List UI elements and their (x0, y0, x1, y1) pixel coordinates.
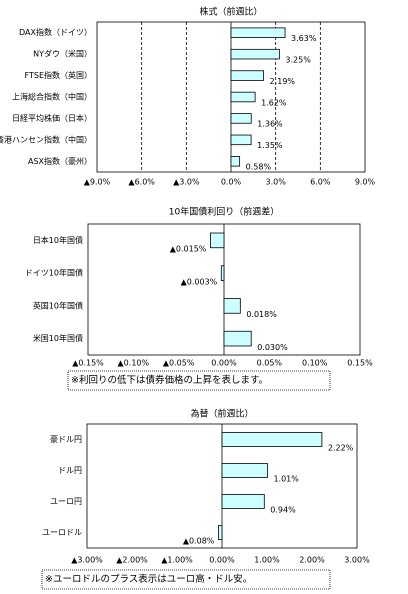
value-label: 0.018% (246, 310, 277, 319)
value-label: ▲0.015% (170, 245, 207, 254)
x-tick-label: ▲1.00% (161, 556, 193, 565)
x-tick-label: ▲0.15% (72, 359, 104, 368)
chart-title: 株式（前週比） (199, 6, 262, 18)
value-label: 2.22% (328, 443, 354, 452)
x-tick-label: 0.10% (302, 359, 328, 368)
value-label: 1.36% (257, 120, 283, 129)
x-tick-label: 0.15% (347, 359, 373, 368)
category-label: 英国10年国債 (33, 300, 83, 310)
x-tick-label: ▲9.0% (84, 178, 111, 187)
category-label: 日本10年国債 (33, 235, 83, 245)
x-tick-label: 3.0% (266, 178, 287, 187)
value-label: 3.63% (291, 34, 317, 43)
x-tick-label: ▲2.00% (116, 556, 148, 565)
chart-title: 10年国債利回り（前週差） (169, 206, 279, 218)
category-label: ドル円 (58, 466, 82, 475)
bar (230, 134, 252, 146)
bar (230, 156, 241, 167)
bar (230, 70, 265, 81)
bar (221, 432, 323, 447)
bar (221, 494, 265, 509)
category-label: ユーロドル (42, 528, 82, 537)
x-tick-label: 2.00% (299, 556, 325, 565)
x-tick-label: 6.0% (310, 178, 331, 187)
x-tick-label: 9.0% (355, 178, 376, 187)
category-label: 日経平均株価（日本） (12, 113, 92, 123)
x-tick-label: 1.00% (254, 556, 280, 565)
value-label: ▲0.08% (183, 536, 215, 545)
bar (223, 298, 241, 314)
bar (230, 27, 286, 38)
note: ※利回りの低下は債券価格の上昇を表します。 (71, 374, 268, 386)
x-tick-label: ▲6.0% (128, 178, 155, 187)
bar (220, 265, 225, 281)
category-label: 米国10年国債 (33, 333, 83, 343)
category-label: FTSE指数（英国） (25, 70, 92, 80)
value-label: ▲0.003% (181, 277, 218, 286)
value-label: 0.94% (270, 505, 296, 514)
x-tick-label: ▲3.00% (71, 556, 103, 565)
bar (217, 525, 223, 540)
x-tick-label: ▲0.05% (163, 359, 195, 368)
x-tick-label: ▲0.10% (118, 359, 150, 368)
value-label: 3.25% (285, 55, 311, 64)
category-label: 上海総合指数（中国） (12, 92, 92, 102)
x-tick-label: 0.00% (209, 556, 235, 565)
note-box (41, 569, 331, 590)
category-label: 香港ハンセン指数（中国） (0, 134, 92, 144)
category-label: ユーロ円 (50, 497, 82, 506)
bar (209, 232, 225, 249)
x-tick-label: 0.05% (257, 359, 283, 368)
bar (223, 330, 252, 347)
category-label: NYダウ（米国） (33, 49, 92, 59)
value-label: 0.030% (257, 343, 288, 352)
value-label: 0.58% (246, 163, 272, 172)
value-label: 2.19% (270, 77, 296, 86)
category-label: DAX指数（ドイツ） (19, 27, 92, 37)
x-tick-label: ▲3.0% (173, 178, 200, 187)
value-label: 1.35% (257, 141, 283, 150)
bar (230, 91, 256, 103)
note: ※ユーロドルのプラス表示はユーロ高・ドル安。 (45, 573, 252, 585)
x-tick-label: 3.00% (344, 556, 370, 565)
value-label: 1.01% (273, 474, 299, 483)
category-label: ドイツ10年国債 (25, 268, 83, 278)
category-label: ASX指数（豪州） (28, 156, 92, 166)
x-tick-label: 0.00% (211, 359, 237, 368)
note-box (67, 370, 331, 391)
bar (230, 113, 252, 124)
bar (221, 463, 268, 478)
x-tick-label: 0.0% (221, 178, 242, 187)
value-label: 1.62% (261, 98, 287, 107)
category-label: 豪ドル円 (50, 434, 82, 444)
chart-title: 為替（前週比） (190, 408, 253, 420)
bar (230, 48, 280, 60)
